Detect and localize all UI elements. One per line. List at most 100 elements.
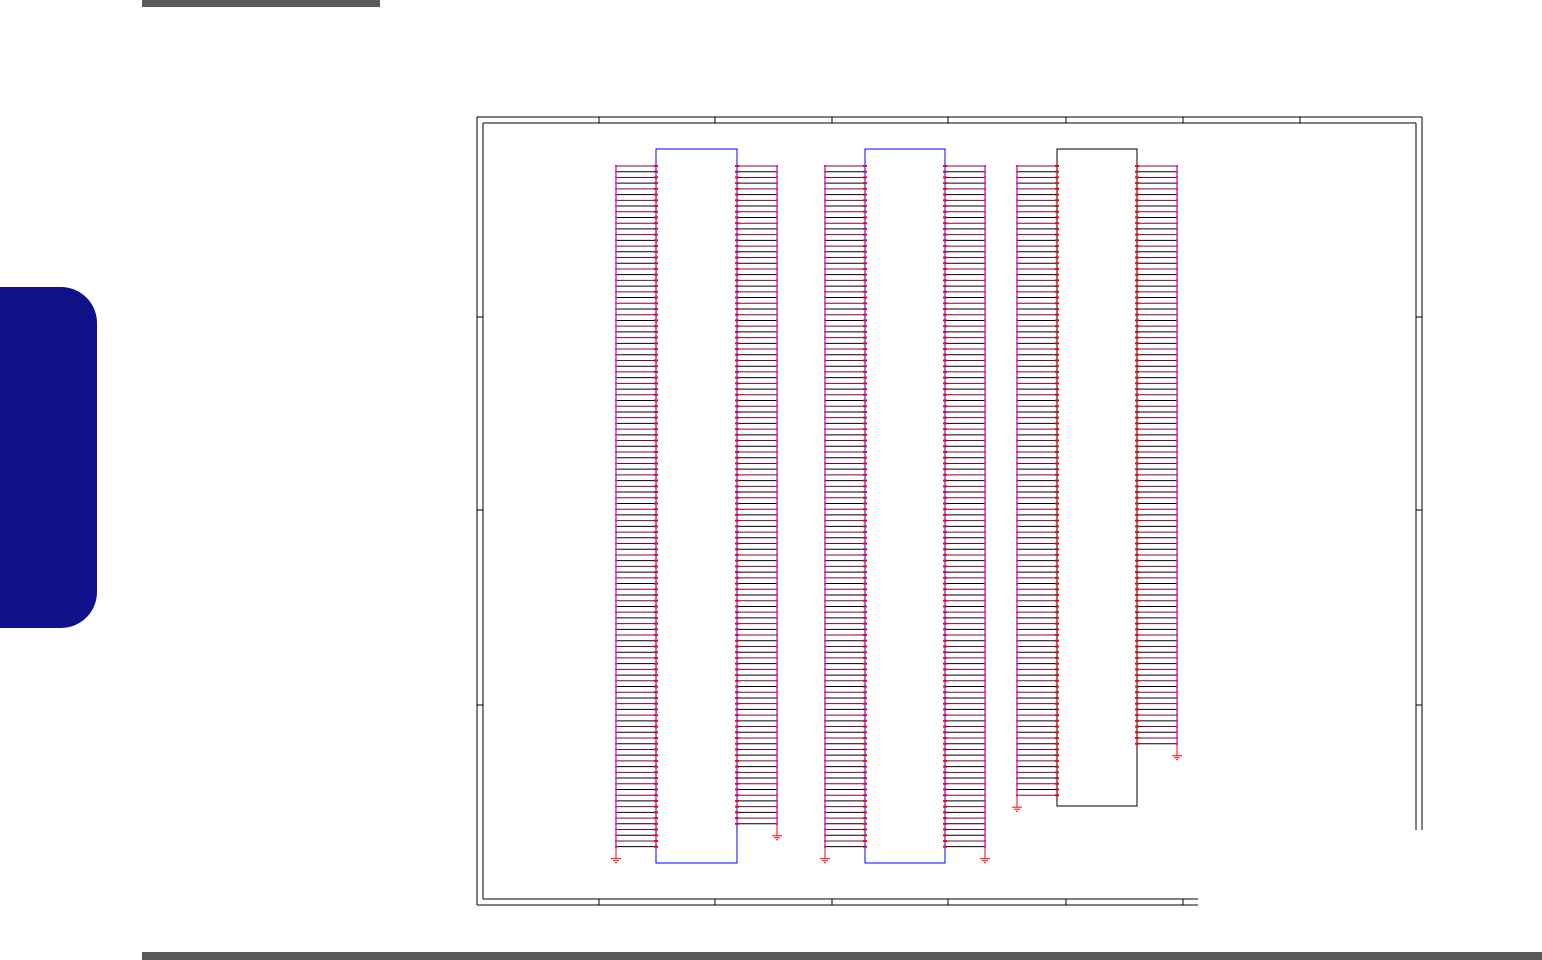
pin-end	[776, 313, 778, 316]
pin-marker	[863, 696, 867, 699]
pin-end	[1176, 599, 1178, 602]
pin-end	[984, 674, 986, 677]
pin-marker	[654, 777, 658, 780]
pin-end	[824, 393, 826, 396]
pin-end	[615, 685, 617, 688]
pin-end	[1016, 771, 1018, 774]
pin-end	[615, 731, 617, 734]
pin-end	[1016, 210, 1018, 213]
pin-marker	[735, 719, 739, 722]
pin-marker	[654, 674, 658, 677]
pin-marker	[943, 393, 947, 396]
pin-marker	[1135, 565, 1139, 568]
pin-end	[1176, 451, 1178, 453]
pin-marker	[735, 634, 739, 637]
pin-marker	[1055, 502, 1059, 505]
pin-end	[776, 702, 778, 705]
pin-marker	[943, 267, 947, 270]
pin-end	[824, 553, 826, 556]
pin-end	[615, 822, 617, 825]
pin-marker	[654, 616, 658, 619]
pin-end	[824, 731, 826, 734]
pin-marker	[1055, 536, 1059, 539]
pin-end	[776, 227, 778, 230]
pin-marker	[1055, 285, 1059, 288]
pin-end	[776, 279, 778, 282]
pin-end	[1176, 651, 1178, 654]
pin-marker	[1135, 250, 1139, 253]
pin-marker	[1135, 273, 1139, 276]
pin-marker	[943, 439, 947, 442]
pin-marker	[735, 622, 739, 625]
pin-end	[1176, 365, 1178, 368]
pin-marker	[943, 651, 947, 654]
pin-marker	[654, 719, 658, 722]
pin-marker	[735, 616, 739, 619]
pin-end	[984, 353, 986, 356]
pin-end	[776, 502, 778, 505]
pin-marker	[943, 828, 947, 831]
pin-end	[824, 479, 826, 482]
pin-marker	[654, 799, 658, 802]
pin-marker	[863, 519, 867, 522]
pin-end	[1176, 679, 1178, 682]
pin-marker	[863, 799, 867, 802]
pin-marker	[863, 548, 867, 551]
pin-end	[1176, 393, 1178, 396]
pin-end	[615, 639, 617, 642]
pin-end	[615, 656, 617, 659]
pin-end	[1016, 674, 1018, 677]
pin-marker	[735, 433, 739, 436]
pin-marker	[943, 634, 947, 637]
pin-end	[984, 628, 986, 631]
pin-end	[824, 433, 826, 436]
pin-end	[1176, 536, 1178, 539]
pin-marker	[735, 422, 739, 425]
pin-end	[776, 691, 778, 694]
pin-marker	[735, 210, 739, 213]
pin-marker	[1135, 365, 1139, 368]
pin-marker	[735, 599, 739, 602]
pin-marker	[654, 348, 658, 351]
pin-end	[1016, 491, 1018, 494]
pin-marker	[863, 662, 867, 665]
pin-end	[615, 279, 617, 282]
pin-end	[824, 353, 826, 356]
pin-end	[1016, 222, 1018, 225]
pin-end	[1016, 296, 1018, 299]
pin-marker	[1055, 582, 1059, 585]
pin-marker	[735, 662, 739, 665]
pin-marker	[863, 611, 867, 614]
pin-marker	[943, 382, 947, 385]
pin-marker	[1055, 227, 1059, 230]
pin-marker	[1135, 674, 1139, 677]
pin-marker	[735, 239, 739, 242]
connector-3	[1016, 148, 1178, 807]
pin-end	[1016, 422, 1018, 425]
pin-marker	[735, 542, 739, 545]
pin-marker	[735, 359, 739, 362]
pin-marker	[1135, 685, 1139, 688]
pin-end	[1176, 725, 1178, 728]
pin-end	[1176, 325, 1178, 328]
pin-end	[824, 439, 826, 442]
pin-end	[824, 428, 826, 431]
pin-end	[984, 250, 986, 253]
pin-marker	[863, 193, 867, 196]
pin-end	[1176, 256, 1178, 259]
pin-marker	[1135, 410, 1139, 413]
pin-marker	[654, 622, 658, 625]
pin-marker	[654, 422, 658, 425]
pin-end	[615, 359, 617, 362]
pin-marker	[863, 245, 867, 248]
pin-marker	[943, 777, 947, 780]
pin-marker	[735, 365, 739, 368]
pin-marker	[1135, 645, 1139, 648]
pin-end	[1016, 536, 1018, 539]
pin-marker	[735, 250, 739, 253]
pin-marker	[943, 451, 947, 453]
pin-marker	[863, 719, 867, 722]
pin-end	[984, 571, 986, 574]
pin-end	[824, 205, 826, 208]
pin-end	[776, 616, 778, 619]
